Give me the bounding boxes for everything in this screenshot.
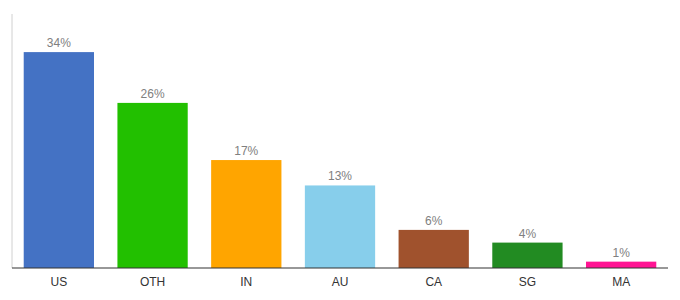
data-label: 26%	[141, 87, 165, 101]
bar	[24, 52, 94, 268]
bar	[117, 103, 187, 268]
bar	[492, 243, 562, 268]
bars	[24, 52, 657, 268]
x-tick-label: IN	[240, 275, 252, 289]
bar	[586, 262, 656, 268]
x-axis-line	[12, 267, 668, 268]
x-tick-label: MA	[612, 275, 630, 289]
data-label: 17%	[234, 144, 258, 158]
x-tick-label: OTH	[140, 275, 165, 289]
x-tick-label: CA	[425, 275, 442, 289]
chart-container: US OTH IN AU CA SG MA 34% 26% 17% 13% 6% 4% 1%	[0, 0, 680, 300]
data-label: 4%	[519, 227, 537, 241]
bar	[399, 230, 469, 268]
x-tick-label: US	[51, 275, 68, 289]
x-tick-label: AU	[332, 275, 349, 289]
x-tick-label: SG	[519, 275, 536, 289]
data-label: 6%	[425, 214, 443, 228]
bar	[305, 185, 375, 268]
data-label: 1%	[612, 246, 630, 260]
chart-svg: US OTH IN AU CA SG MA 34% 26% 17% 13% 6% 4% 1%	[0, 0, 680, 300]
data-label: 34%	[47, 36, 71, 50]
y-axis-line	[12, 14, 13, 268]
bar	[211, 160, 281, 268]
data-label: 13%	[328, 169, 352, 183]
